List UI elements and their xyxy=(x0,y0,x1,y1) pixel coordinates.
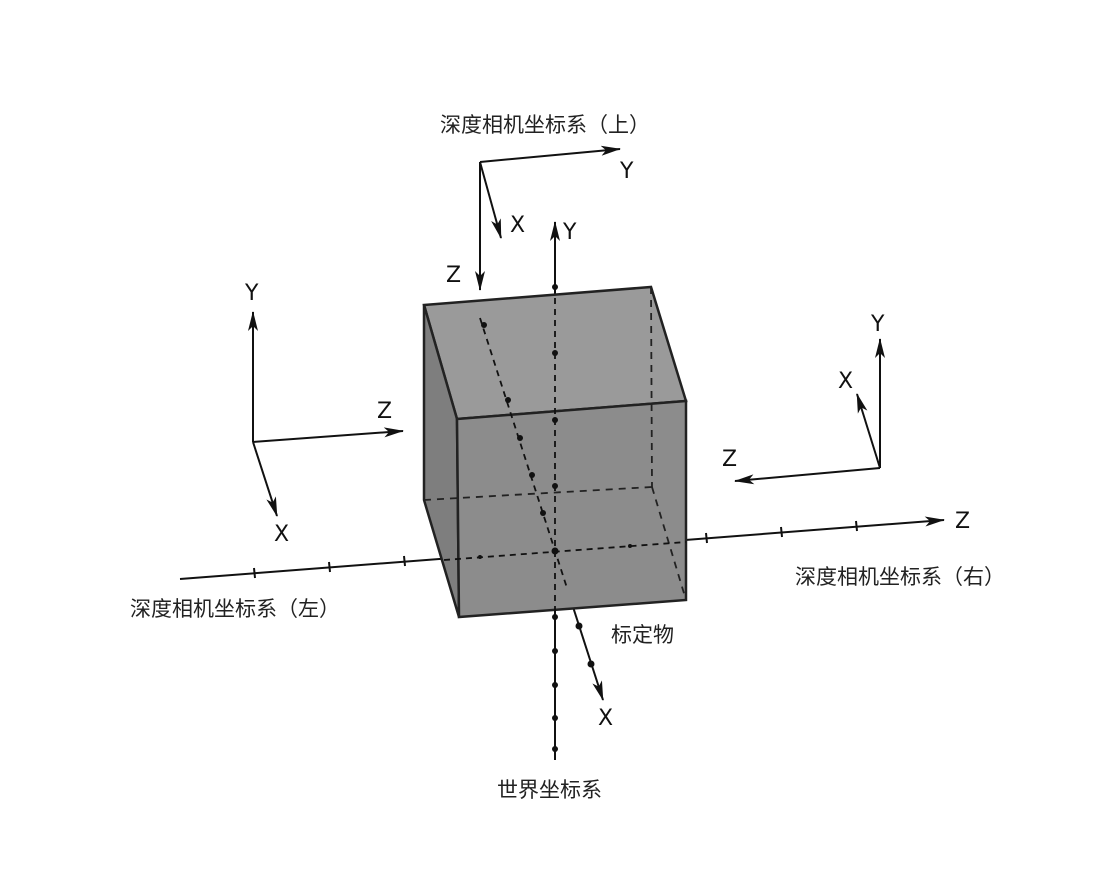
top-camera-frame xyxy=(475,145,621,291)
target-caption: 标定物 xyxy=(611,623,674,647)
top-camera-caption: 深度相机坐标系（上） xyxy=(440,113,650,137)
left-camera-z-axis xyxy=(252,427,404,443)
right-camera-frame xyxy=(734,338,885,485)
right-camera-caption: 深度相机坐标系（右） xyxy=(795,565,1005,589)
left-camera-x-label: X xyxy=(274,522,289,547)
top-camera-y-axis xyxy=(479,145,621,163)
left-camera-caption: 深度相机坐标系（左） xyxy=(130,597,340,621)
right-camera-z-axis xyxy=(734,467,881,485)
world-y-dots xyxy=(552,284,558,752)
world-x-label: X xyxy=(598,706,613,731)
right-camera-x-axis xyxy=(856,393,881,469)
world-y-label: Y xyxy=(562,220,577,245)
world-frame-caption: 世界坐标系 xyxy=(497,778,602,802)
cube-inner-dots xyxy=(478,322,632,559)
right-camera-y-label: Y xyxy=(870,312,885,337)
top-camera-x-label: X xyxy=(510,213,525,238)
axis-letters: Y X Z Y Y Z X Y X Z Z X xyxy=(244,159,970,731)
left-camera-x-axis xyxy=(252,441,278,517)
top-camera-y-label: Y xyxy=(619,159,634,184)
cube-hidden-edges xyxy=(423,286,687,601)
left-camera-frame xyxy=(248,311,404,517)
left-camera-y-label: Y xyxy=(244,281,259,306)
world-z-ticks xyxy=(253,520,858,579)
top-camera-z-label: Z xyxy=(446,263,461,288)
right-camera-z-label: Z xyxy=(722,447,737,472)
captions: 深度相机坐标系（上） 深度相机坐标系（左） 深度相机坐标系（右） 标定物 世界坐… xyxy=(130,113,1005,802)
calibration-cube xyxy=(422,285,688,619)
top-camera-x-axis xyxy=(479,161,502,239)
left-camera-z-label: Z xyxy=(377,399,392,424)
world-z-label: Z xyxy=(955,509,970,534)
world-axes-inside-cube xyxy=(443,287,687,617)
right-camera-x-label: X xyxy=(838,369,853,394)
